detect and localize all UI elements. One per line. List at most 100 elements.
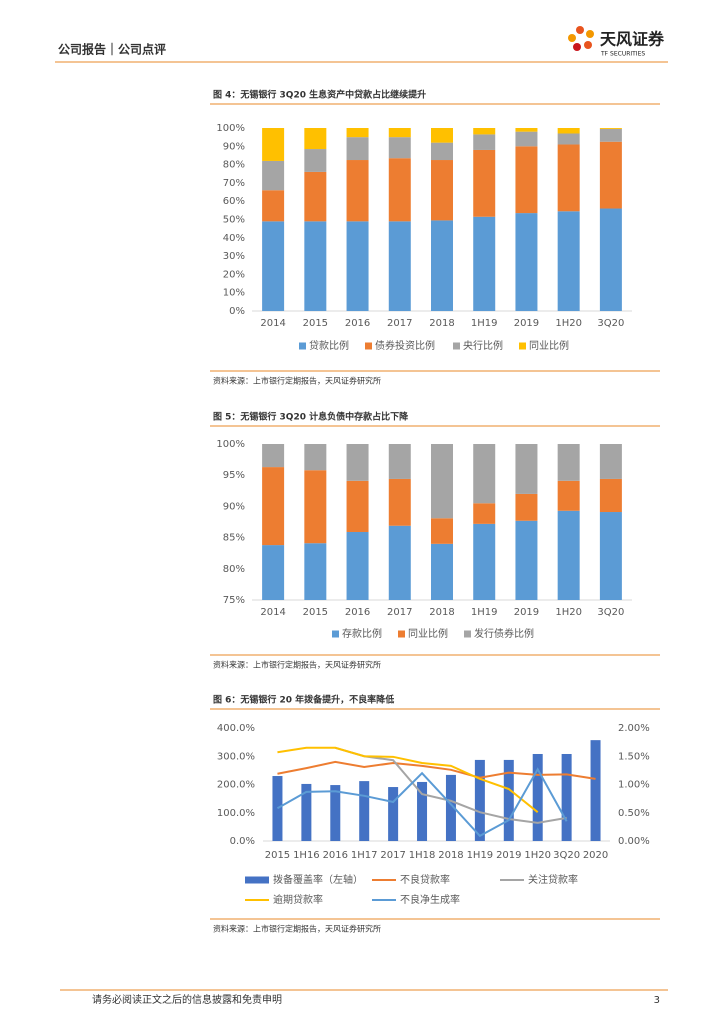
bar-segment [431,444,453,519]
logo-petal [586,30,594,38]
line-series [335,746,567,824]
y-tick-label: 70% [223,178,245,189]
y-tick-label: 60% [223,196,245,207]
figure-title: 图 5：无锡银行 3Q20 计息负债中存款占比下降 [213,411,409,423]
y-tick-label: 100.0% [217,808,255,819]
y-tick-label: 2.00% [618,723,650,734]
bar [561,753,572,841]
legend-swatch [245,876,269,884]
y-tick-label: 90% [223,501,245,512]
bar-segment [388,478,411,526]
bar-segment [599,444,622,479]
y-tick-label: 50% [223,215,245,226]
bar-segment [388,221,411,311]
bar-segment [262,160,285,191]
bar [359,781,370,841]
bar-segment [304,543,327,600]
footer-disclaimer: 请务必阅读正文之后的信息披露和免责申明 [92,993,282,1006]
legend-label: 存款比例 [342,627,382,640]
bar [590,740,601,841]
x-tick-label: 2017 [380,850,405,861]
bar-segment [599,512,622,600]
figure-source: 资料来源：上市银行定期报告，天风证券研究所 [213,660,381,670]
bar-segment [515,128,538,132]
x-tick-label: 2015 [303,607,328,618]
bar-segment [515,520,538,600]
bar-segment [557,144,580,212]
logo-petal [568,34,576,42]
bar-segment [262,128,285,161]
x-tick-label: 3Q20 [597,318,624,329]
logo-petal [573,43,581,51]
bar-segment [557,444,580,481]
x-tick-label: 1H20 [555,318,582,329]
bar-segment [346,160,369,222]
legend-label: 贷款比例 [309,339,349,352]
legend-swatch [519,342,526,350]
y-tick-label: 10% [223,288,245,299]
x-tick-label: 1H16 [293,850,320,861]
bar-segment [473,149,496,217]
bar-segment [515,213,538,311]
x-tick-label: 1H19 [471,607,498,618]
bar-segment [473,128,496,135]
x-tick-label: 2019 [514,607,539,618]
figure-title: 图 6：无锡银行 20 年拨备提升，不良率降低 [213,694,394,706]
bar-segment [262,190,285,222]
bar-segment [431,142,453,161]
x-tick-label: 2018 [438,850,463,861]
bar-segment [346,531,369,600]
x-tick-label: 2015 [265,850,290,861]
line-series [276,767,568,838]
logo-subtext: TF SECURITIES [600,51,645,58]
bar [474,759,485,841]
legend-label: 发行债券比例 [474,627,534,640]
bar-segment [388,158,411,222]
figure-source: 资料来源：上市银行定期报告，天风证券研究所 [213,376,381,386]
bar-segment [599,141,622,209]
bar-segment [515,493,538,521]
bar-segment [304,221,327,311]
bar-segment [515,146,538,214]
x-tick-label: 1H18 [409,850,436,861]
legend-label: 央行比例 [463,339,503,352]
logo [568,26,594,51]
bar-segment [557,128,580,134]
legend-swatch [398,630,405,638]
x-tick-label: 2019 [514,318,539,329]
bar-segment [599,478,622,513]
bar-segment [599,128,622,129]
y-tick-label: 75% [223,595,245,606]
x-tick-label: 2017 [387,607,412,618]
bar-segment [388,128,411,138]
bar [272,776,283,841]
legend-label: 关注贷款率 [528,873,578,886]
x-tick-label: 1H20 [524,850,551,861]
y-tick-label: 95% [223,470,245,481]
y-tick-label: 400.0% [217,723,255,734]
figure-source: 资料来源：上市银行定期报告，天风证券研究所 [213,924,381,934]
x-tick-label: 1H19 [467,850,494,861]
x-tick-label: 2016 [323,850,348,861]
logo-petal [576,26,584,34]
x-tick-label: 2014 [260,318,285,329]
bar-segment [431,128,453,143]
x-tick-label: 2018 [429,607,454,618]
bar-segment [557,480,580,511]
y-tick-label: 90% [223,141,245,152]
bar-segment [304,444,327,471]
legend-label: 不良贷款率 [400,873,450,886]
legend-label: 同业比例 [529,339,569,352]
bar-segment [431,160,453,221]
y-tick-label: 80% [223,160,245,171]
bar-segment [304,470,327,544]
x-tick-label: 1H19 [471,318,498,329]
page-number: 3 [654,995,660,1006]
y-tick-label: 200.0% [217,780,255,791]
x-tick-label: 2017 [387,318,412,329]
legend-swatch [453,342,460,350]
y-tick-label: 1.50% [618,751,650,762]
x-tick-label: 3Q20 [597,607,624,618]
bar-segment [557,510,580,600]
y-tick-label: 100% [216,123,245,134]
